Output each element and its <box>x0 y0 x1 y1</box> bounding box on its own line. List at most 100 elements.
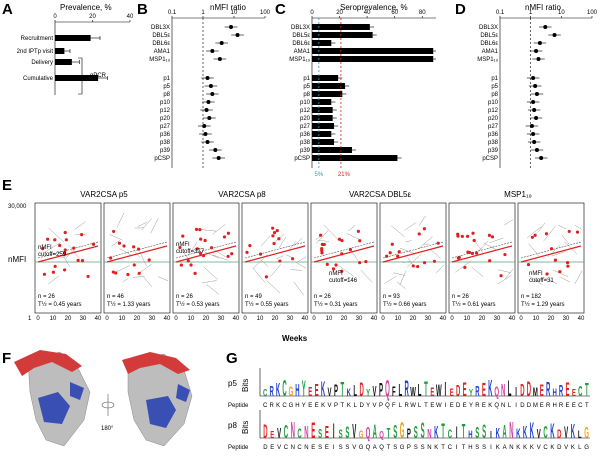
peptide-letter: D <box>527 403 532 409</box>
cutoff-label: cutoff=259 <box>38 252 67 258</box>
logo-letter: E <box>308 386 312 400</box>
logo-letter: D <box>360 380 364 402</box>
category-label: DBL6ε <box>292 41 310 47</box>
trajectory-line <box>315 230 329 244</box>
data-point <box>72 246 76 250</box>
logo-letter: K <box>550 420 555 443</box>
peptide-letter: K <box>276 403 280 409</box>
trajectory-line <box>318 240 330 242</box>
trajectory-line <box>504 219 514 226</box>
trajectory-line <box>114 265 130 273</box>
logo-letter: K <box>434 422 439 442</box>
subplot-frame <box>448 202 516 314</box>
data-point <box>204 108 209 112</box>
data-point <box>533 84 538 88</box>
regression-line <box>313 245 375 263</box>
bar <box>55 48 65 54</box>
logo-letter: C <box>448 428 452 442</box>
bar <box>312 48 434 54</box>
bar <box>55 35 91 41</box>
reference-label-5: 5% <box>315 172 324 178</box>
data-point <box>534 49 539 53</box>
trajectory-line <box>212 224 226 235</box>
data-point <box>533 233 537 237</box>
half-life: T½ = 0.55 years <box>245 301 289 308</box>
peptide-letter: K <box>530 445 534 451</box>
peptide-letter: E <box>450 403 454 409</box>
logo-letter: N <box>427 428 431 442</box>
trajectory-line <box>116 212 125 228</box>
peptide-letter: E <box>482 403 486 409</box>
peptide-letter: T <box>462 445 466 451</box>
x-tick-label: 10 <box>231 10 238 16</box>
subplot-frame <box>517 202 585 314</box>
regression-line <box>451 245 513 263</box>
data-point <box>460 234 464 238</box>
x-tick-label: 1 <box>201 10 205 16</box>
logo-letter: D <box>520 380 524 400</box>
logo-letter: K <box>516 426 521 442</box>
peptide-letter: G <box>289 403 294 409</box>
data-point <box>194 227 199 231</box>
x-tick-label: 30 <box>149 316 156 322</box>
data-point <box>531 76 536 80</box>
data-point <box>277 237 281 241</box>
half-life: T½ = 1.33 years <box>107 301 151 308</box>
category-label: p39 <box>160 148 171 154</box>
panel-e-ytick-bottom: 1 <box>28 316 32 322</box>
data-point <box>126 272 130 277</box>
trajectory-line <box>396 281 406 289</box>
category-label: p10 <box>300 100 311 106</box>
peptide-letter: S <box>318 445 322 451</box>
x-tick-label: 40 <box>509 316 516 322</box>
x-tick-label: 100 <box>260 10 271 16</box>
data-point <box>198 227 202 232</box>
data-point <box>553 258 558 262</box>
peptide-letter: V <box>352 445 356 451</box>
data-point <box>539 156 544 160</box>
bar <box>312 123 335 129</box>
peptide-letter: D <box>520 403 525 409</box>
logo-letter: E <box>270 428 274 440</box>
data-point <box>531 100 536 104</box>
trajectory-line <box>150 218 159 234</box>
data-point <box>472 238 476 243</box>
cutoff-label: cutoff=31 <box>529 278 554 284</box>
subplot-frame <box>103 202 171 314</box>
category-label: p38 <box>488 140 499 146</box>
half-life: T½ = 0.53 years <box>176 301 220 308</box>
peptide-letter: V <box>277 445 281 451</box>
trajectory-line <box>343 276 351 282</box>
data-point <box>487 233 492 237</box>
data-point <box>206 100 211 104</box>
data-point <box>198 251 203 256</box>
data-point <box>463 265 467 270</box>
data-point <box>114 271 118 275</box>
category-label: p12 <box>300 108 311 114</box>
cutoff-label-prefix: nMFI <box>329 271 343 277</box>
data-point <box>416 264 420 269</box>
data-point <box>179 263 183 267</box>
data-point <box>42 272 47 276</box>
trajectory-line <box>348 224 356 232</box>
trajectory-line <box>206 284 219 295</box>
logo-letter: N <box>304 422 308 442</box>
category-label: p8 <box>303 92 310 98</box>
logo-letter: C <box>297 426 302 442</box>
peptide-letter: Y <box>366 403 370 409</box>
data-point <box>217 57 222 61</box>
sample-size: n = 49 <box>245 294 263 300</box>
logo-letter: S <box>393 420 397 442</box>
data-point <box>195 247 199 251</box>
category-label: p39 <box>488 148 499 154</box>
category-label: 2nd IPTp visit <box>17 49 54 55</box>
data-point <box>534 148 539 152</box>
x-tick-label: 40 <box>164 316 171 322</box>
sample-size: n = 26 <box>38 294 56 300</box>
x-tick-label: 20 <box>65 316 72 322</box>
category-label: DBL5ε <box>480 33 498 39</box>
peptide-letter: S <box>475 445 479 451</box>
logo-letter: V <box>564 423 568 442</box>
peptide-letter: I <box>456 445 458 451</box>
